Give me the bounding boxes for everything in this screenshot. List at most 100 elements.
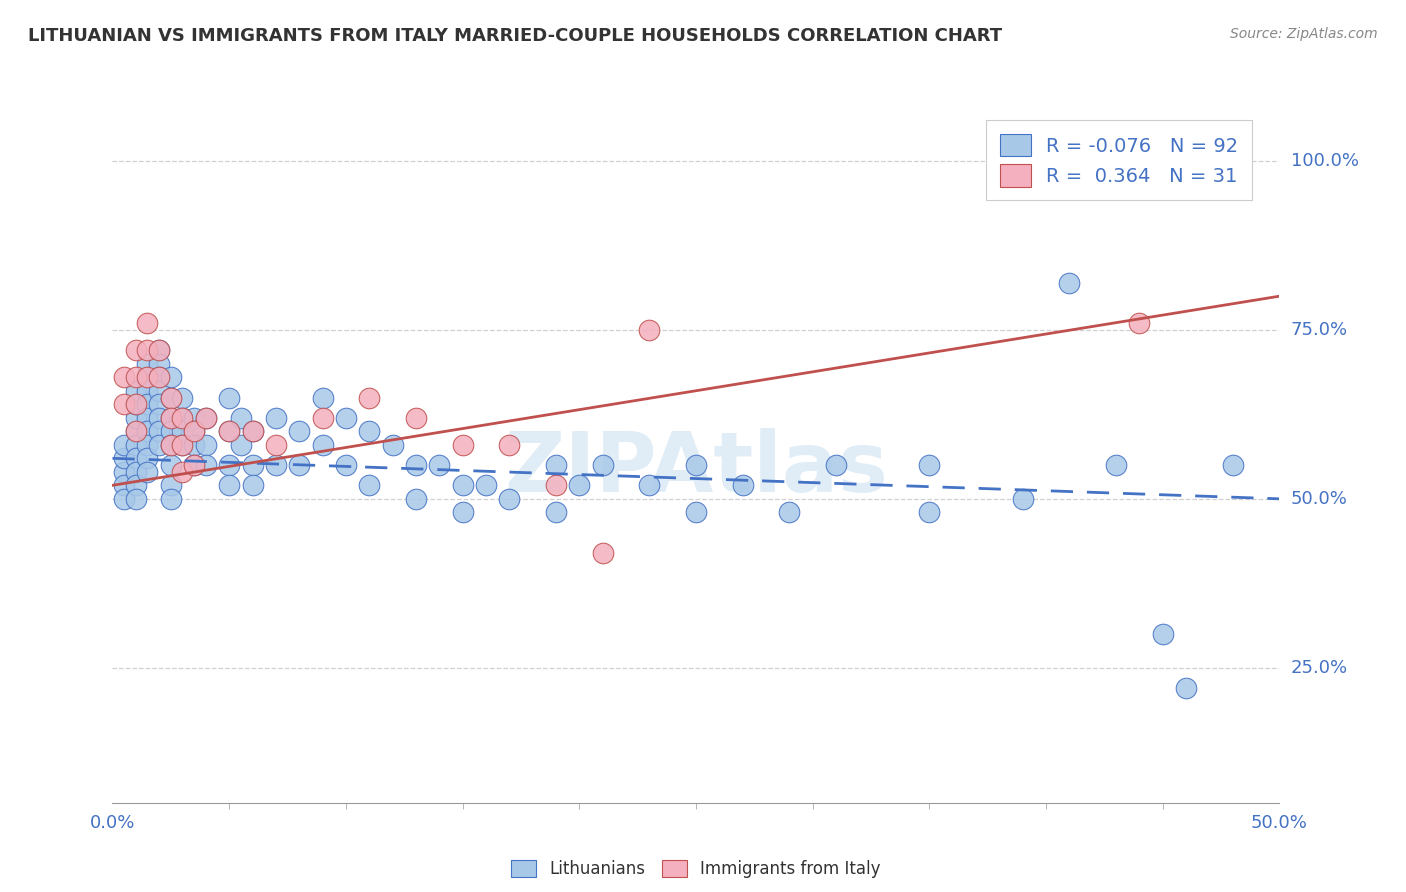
Point	[451, 438, 474, 452]
Point	[136, 397, 159, 411]
Point	[194, 438, 217, 452]
Point	[148, 343, 170, 358]
Point	[112, 478, 135, 492]
Point	[183, 424, 205, 438]
Point	[136, 451, 159, 466]
Point	[288, 424, 311, 438]
Point	[125, 438, 148, 452]
Point	[405, 491, 427, 506]
Point	[125, 370, 148, 384]
Point	[218, 391, 240, 405]
Point	[183, 424, 205, 438]
Point	[568, 478, 591, 492]
Point	[731, 478, 754, 492]
Point	[183, 438, 205, 452]
Point	[112, 438, 135, 452]
Point	[427, 458, 450, 472]
Point	[638, 323, 661, 337]
Point	[194, 410, 217, 425]
Point	[359, 478, 381, 492]
Point	[160, 438, 183, 452]
Point	[136, 370, 159, 384]
Point	[592, 546, 614, 560]
Point	[1175, 681, 1198, 695]
Point	[112, 465, 135, 479]
Point	[160, 458, 183, 472]
Point	[160, 478, 183, 492]
Point	[148, 424, 170, 438]
Text: 25.0%: 25.0%	[1291, 658, 1348, 677]
Text: 75.0%: 75.0%	[1291, 321, 1348, 339]
Point	[125, 491, 148, 506]
Point	[136, 410, 159, 425]
Point	[125, 397, 148, 411]
Point	[183, 458, 205, 472]
Point	[136, 357, 159, 371]
Point	[475, 478, 498, 492]
Point	[125, 424, 148, 438]
Point	[405, 458, 427, 472]
Point	[125, 451, 148, 466]
Point	[160, 410, 183, 425]
Point	[172, 410, 194, 425]
Point	[918, 505, 941, 519]
Point	[183, 458, 205, 472]
Point	[451, 505, 474, 519]
Point	[359, 391, 381, 405]
Point	[160, 391, 183, 405]
Point	[112, 370, 135, 384]
Point	[136, 424, 159, 438]
Point	[148, 343, 170, 358]
Point	[148, 370, 170, 384]
Point	[264, 438, 287, 452]
Point	[544, 478, 567, 492]
Point	[136, 316, 159, 330]
Point	[172, 424, 194, 438]
Point	[136, 343, 159, 358]
Point	[638, 478, 661, 492]
Point	[825, 458, 848, 472]
Point	[172, 391, 194, 405]
Point	[359, 424, 381, 438]
Text: LITHUANIAN VS IMMIGRANTS FROM ITALY MARRIED-COUPLE HOUSEHOLDS CORRELATION CHART: LITHUANIAN VS IMMIGRANTS FROM ITALY MARR…	[28, 27, 1002, 45]
Point	[242, 424, 264, 438]
Point	[172, 438, 194, 452]
Point	[242, 424, 264, 438]
Point	[148, 370, 170, 384]
Point	[405, 410, 427, 425]
Point	[218, 424, 240, 438]
Text: 100.0%: 100.0%	[1291, 152, 1358, 170]
Point	[242, 458, 264, 472]
Text: Source: ZipAtlas.com: Source: ZipAtlas.com	[1230, 27, 1378, 41]
Point	[311, 391, 333, 405]
Point	[125, 384, 148, 398]
Point	[112, 451, 135, 466]
Point	[112, 397, 135, 411]
Point	[148, 384, 170, 398]
Point	[172, 438, 194, 452]
Point	[160, 391, 183, 405]
Point	[112, 491, 135, 506]
Point	[1152, 627, 1174, 641]
Point	[160, 370, 183, 384]
Point	[264, 458, 287, 472]
Point	[311, 410, 333, 425]
Point	[242, 478, 264, 492]
Point	[148, 410, 170, 425]
Point	[1059, 276, 1081, 290]
Point	[1011, 491, 1033, 506]
Point	[136, 465, 159, 479]
Point	[148, 438, 170, 452]
Point	[335, 410, 357, 425]
Point	[288, 458, 311, 472]
Point	[311, 438, 333, 452]
Point	[335, 458, 357, 472]
Point	[498, 438, 520, 452]
Point	[125, 424, 148, 438]
Point	[451, 478, 474, 492]
Point	[218, 424, 240, 438]
Point	[183, 410, 205, 425]
Point	[148, 357, 170, 371]
Point	[125, 397, 148, 411]
Point	[172, 410, 194, 425]
